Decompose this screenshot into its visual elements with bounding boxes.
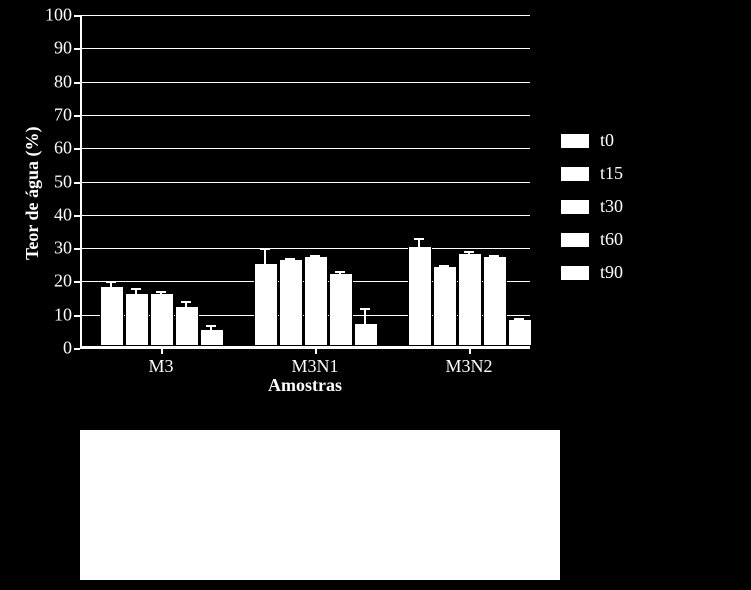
legend-item: t90 xyxy=(560,262,680,283)
legend-swatch xyxy=(560,166,590,182)
y-tick xyxy=(74,182,80,184)
error-cap xyxy=(514,318,524,320)
error-cap xyxy=(310,255,320,257)
gridline xyxy=(80,115,530,116)
bar xyxy=(329,273,353,346)
error-cap xyxy=(131,288,141,290)
y-tick xyxy=(74,215,80,217)
legend-item: t0 xyxy=(560,130,680,151)
y-tick xyxy=(74,48,80,50)
y-tick xyxy=(74,315,80,317)
gridline xyxy=(80,348,530,349)
plot-area xyxy=(80,15,530,348)
y-tick-label: 10 xyxy=(22,304,72,325)
error-cap xyxy=(360,308,370,310)
y-tick-label: 20 xyxy=(22,271,72,292)
bar xyxy=(508,319,532,346)
error-cap xyxy=(489,255,499,257)
legend-label: t90 xyxy=(600,262,623,283)
legend-label: t0 xyxy=(600,130,614,151)
bar xyxy=(254,263,278,346)
bar xyxy=(175,306,199,346)
legend-label: t30 xyxy=(600,196,623,217)
gridline xyxy=(80,15,530,16)
y-tick xyxy=(74,15,80,17)
x-tick xyxy=(469,348,471,354)
bar xyxy=(150,293,174,346)
error-cap xyxy=(464,251,474,253)
y-tick xyxy=(74,281,80,283)
x-tick-label: M3N1 xyxy=(291,356,338,377)
bar xyxy=(433,266,457,346)
y-tick xyxy=(74,115,80,117)
error-cap xyxy=(206,325,216,327)
y-tick-label: 90 xyxy=(22,38,72,59)
gridline xyxy=(80,248,530,249)
bar xyxy=(458,253,482,346)
y-tick xyxy=(74,348,80,350)
bar xyxy=(125,293,149,346)
legend-swatch xyxy=(560,133,590,149)
legend: t0 t15 t30 t60 t90 xyxy=(560,130,680,295)
x-tick xyxy=(315,348,317,354)
bar xyxy=(483,256,507,346)
x-tick xyxy=(161,348,163,354)
error-cap xyxy=(285,258,295,260)
legend-item: t60 xyxy=(560,229,680,250)
y-tick xyxy=(74,148,80,150)
blank-panel xyxy=(80,430,560,580)
x-tick-label: M3N2 xyxy=(445,356,492,377)
chart-container: Teor de água (%) Amostras t0t15t30t60t90… xyxy=(0,0,751,590)
y-tick-label: 70 xyxy=(22,104,72,125)
legend-item: t15 xyxy=(560,163,680,184)
x-tick-label: M3 xyxy=(148,356,173,377)
error-bar xyxy=(264,248,266,265)
y-tick xyxy=(74,248,80,250)
gridline xyxy=(80,48,530,49)
bar xyxy=(100,286,124,346)
error-cap xyxy=(181,301,191,303)
legend-label: t60 xyxy=(600,229,623,250)
error-cap xyxy=(414,238,424,240)
y-tick-label: 60 xyxy=(22,138,72,159)
error-cap xyxy=(439,265,449,267)
bar xyxy=(408,246,432,346)
y-tick-label: 40 xyxy=(22,204,72,225)
bar xyxy=(200,329,224,346)
gridline xyxy=(80,148,530,149)
gridline xyxy=(80,182,530,183)
error-cap xyxy=(156,291,166,293)
y-tick-label: 50 xyxy=(22,171,72,192)
error-cap xyxy=(260,248,270,250)
error-cap xyxy=(335,271,345,273)
legend-label: t15 xyxy=(600,163,623,184)
bar xyxy=(304,256,328,346)
y-tick-label: 100 xyxy=(22,5,72,26)
y-tick-label: 0 xyxy=(22,338,72,359)
gridline xyxy=(80,82,530,83)
y-tick-label: 30 xyxy=(22,238,72,259)
legend-swatch xyxy=(560,199,590,215)
legend-swatch xyxy=(560,265,590,281)
legend-swatch xyxy=(560,232,590,248)
bar xyxy=(279,259,303,346)
error-cap xyxy=(106,281,116,283)
gridline xyxy=(80,215,530,216)
legend-item: t30 xyxy=(560,196,680,217)
y-tick xyxy=(74,82,80,84)
x-axis-label: Amostras xyxy=(80,375,530,396)
bar xyxy=(354,323,378,346)
error-bar xyxy=(364,308,366,325)
y-tick-label: 80 xyxy=(22,71,72,92)
